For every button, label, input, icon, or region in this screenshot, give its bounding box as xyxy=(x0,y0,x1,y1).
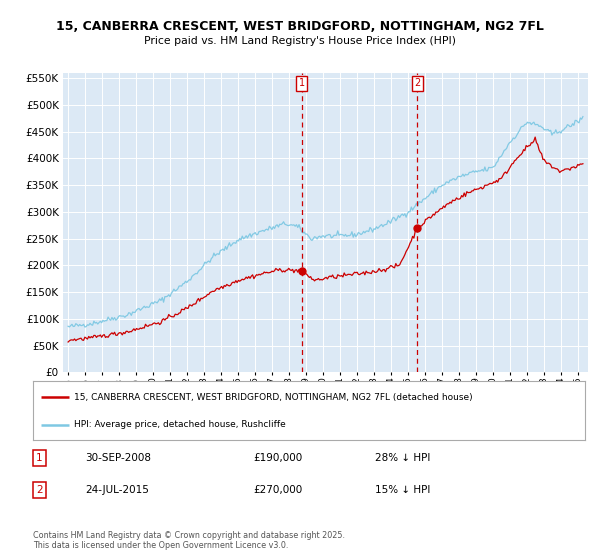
Text: 1: 1 xyxy=(299,78,305,88)
Text: 15, CANBERRA CRESCENT, WEST BRIDGFORD, NOTTINGHAM, NG2 7FL (detached house): 15, CANBERRA CRESCENT, WEST BRIDGFORD, N… xyxy=(74,393,473,402)
Text: 30-SEP-2008: 30-SEP-2008 xyxy=(85,453,151,463)
Text: £190,000: £190,000 xyxy=(254,453,303,463)
Text: Price paid vs. HM Land Registry's House Price Index (HPI): Price paid vs. HM Land Registry's House … xyxy=(144,36,456,46)
Text: 15, CANBERRA CRESCENT, WEST BRIDGFORD, NOTTINGHAM, NG2 7FL: 15, CANBERRA CRESCENT, WEST BRIDGFORD, N… xyxy=(56,20,544,32)
Text: 2: 2 xyxy=(37,485,43,495)
Text: 15% ↓ HPI: 15% ↓ HPI xyxy=(375,485,431,495)
Text: 2: 2 xyxy=(414,78,421,88)
Text: £270,000: £270,000 xyxy=(254,485,303,495)
Text: 24-JUL-2015: 24-JUL-2015 xyxy=(85,485,149,495)
Text: Contains HM Land Registry data © Crown copyright and database right 2025.
This d: Contains HM Land Registry data © Crown c… xyxy=(33,530,345,550)
Text: HPI: Average price, detached house, Rushcliffe: HPI: Average price, detached house, Rush… xyxy=(74,421,286,430)
Text: 28% ↓ HPI: 28% ↓ HPI xyxy=(375,453,431,463)
Text: 1: 1 xyxy=(37,453,43,463)
